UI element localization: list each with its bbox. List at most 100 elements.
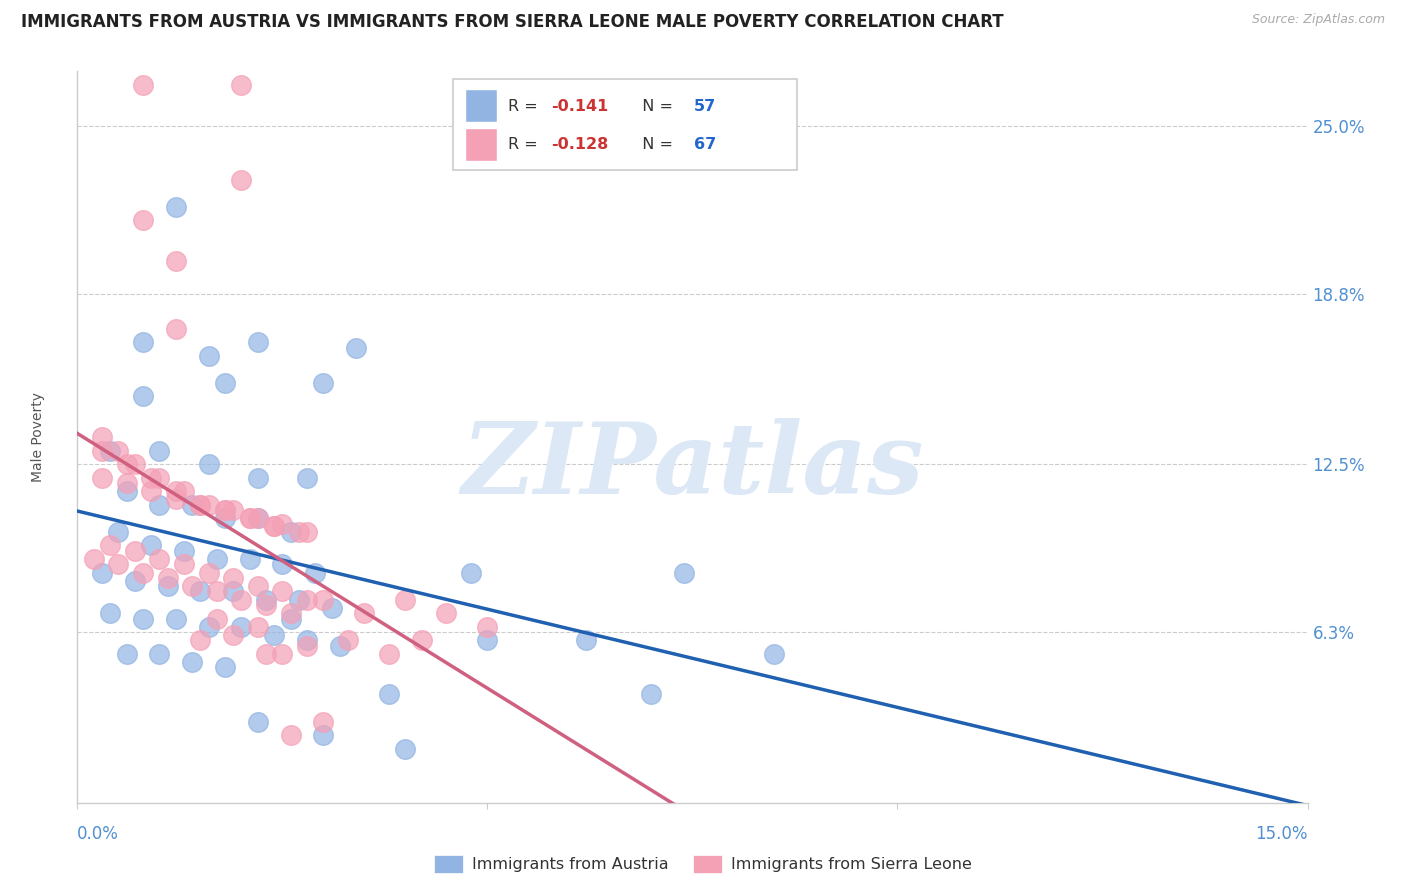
Point: [231, 172, 253, 186]
Point: [271, 516, 294, 531]
Point: [231, 78, 253, 92]
Point: [156, 571, 179, 585]
Point: [411, 633, 433, 648]
Point: [173, 558, 195, 572]
Point: [394, 592, 416, 607]
Point: [295, 592, 318, 607]
Point: [165, 322, 187, 336]
Point: [214, 503, 236, 517]
Point: [98, 606, 121, 620]
Point: [280, 728, 302, 742]
Point: [98, 538, 121, 552]
Point: [90, 443, 114, 458]
Point: [107, 524, 129, 539]
Point: [115, 484, 138, 499]
Point: [205, 552, 228, 566]
Point: [477, 620, 499, 634]
Point: [575, 633, 598, 648]
Point: [141, 538, 163, 552]
Point: [312, 376, 335, 390]
Point: [222, 503, 245, 517]
Point: [181, 579, 204, 593]
Legend: Immigrants from Austria, Immigrants from Sierra Leone: Immigrants from Austria, Immigrants from…: [427, 848, 979, 880]
Point: [148, 471, 170, 485]
Point: [205, 584, 228, 599]
Point: [280, 611, 302, 625]
Point: [141, 471, 163, 485]
Point: [132, 78, 155, 92]
Point: [263, 519, 285, 533]
Point: [329, 639, 352, 653]
Point: [132, 389, 155, 403]
Point: [165, 200, 187, 214]
Point: [90, 471, 114, 485]
Text: ZIPatlas: ZIPatlas: [461, 418, 924, 515]
Point: [254, 647, 277, 661]
Point: [222, 584, 245, 599]
Point: [197, 566, 219, 580]
Point: [295, 633, 318, 648]
Point: [271, 584, 294, 599]
Point: [173, 544, 195, 558]
Point: [246, 511, 269, 525]
Point: [246, 511, 269, 525]
Point: [197, 457, 219, 471]
Point: [188, 633, 212, 648]
Point: [214, 376, 236, 390]
Point: [124, 544, 146, 558]
Point: [124, 457, 146, 471]
Point: [83, 552, 105, 566]
Point: [246, 714, 269, 729]
Point: [197, 498, 219, 512]
Point: [205, 611, 228, 625]
Point: [271, 558, 294, 572]
Point: [295, 524, 318, 539]
Point: [304, 566, 326, 580]
Point: [181, 655, 204, 669]
Point: [115, 476, 138, 491]
Text: IMMIGRANTS FROM AUSTRIA VS IMMIGRANTS FROM SIERRA LEONE MALE POVERTY CORRELATION: IMMIGRANTS FROM AUSTRIA VS IMMIGRANTS FR…: [21, 13, 1004, 31]
Point: [188, 584, 212, 599]
Point: [280, 524, 302, 539]
Point: [263, 519, 285, 533]
Point: [394, 741, 416, 756]
Point: [222, 628, 245, 642]
Point: [148, 552, 170, 566]
Point: [148, 498, 170, 512]
Point: [321, 600, 343, 615]
Point: [214, 503, 236, 517]
Point: [173, 484, 195, 499]
Point: [156, 579, 179, 593]
Point: [165, 254, 187, 268]
Point: [124, 574, 146, 588]
Point: [254, 592, 277, 607]
Point: [246, 335, 269, 350]
Point: [436, 606, 458, 620]
Point: [197, 349, 219, 363]
Point: [132, 335, 155, 350]
Point: [214, 660, 236, 674]
Point: [288, 524, 311, 539]
Point: [188, 498, 212, 512]
Point: [312, 714, 335, 729]
Point: [132, 566, 155, 580]
Text: Male Poverty: Male Poverty: [31, 392, 45, 482]
Point: [132, 611, 155, 625]
Point: [295, 471, 318, 485]
Point: [197, 620, 219, 634]
Point: [246, 620, 269, 634]
Point: [344, 341, 367, 355]
Text: 0.0%: 0.0%: [77, 825, 120, 843]
Point: [477, 633, 499, 648]
Point: [288, 592, 311, 607]
Point: [460, 566, 482, 580]
Point: [378, 647, 401, 661]
Point: [378, 688, 401, 702]
Point: [271, 647, 294, 661]
Point: [337, 633, 360, 648]
Point: [254, 598, 277, 612]
Point: [246, 471, 269, 485]
Text: Source: ZipAtlas.com: Source: ZipAtlas.com: [1251, 13, 1385, 27]
Point: [280, 606, 302, 620]
Point: [148, 647, 170, 661]
